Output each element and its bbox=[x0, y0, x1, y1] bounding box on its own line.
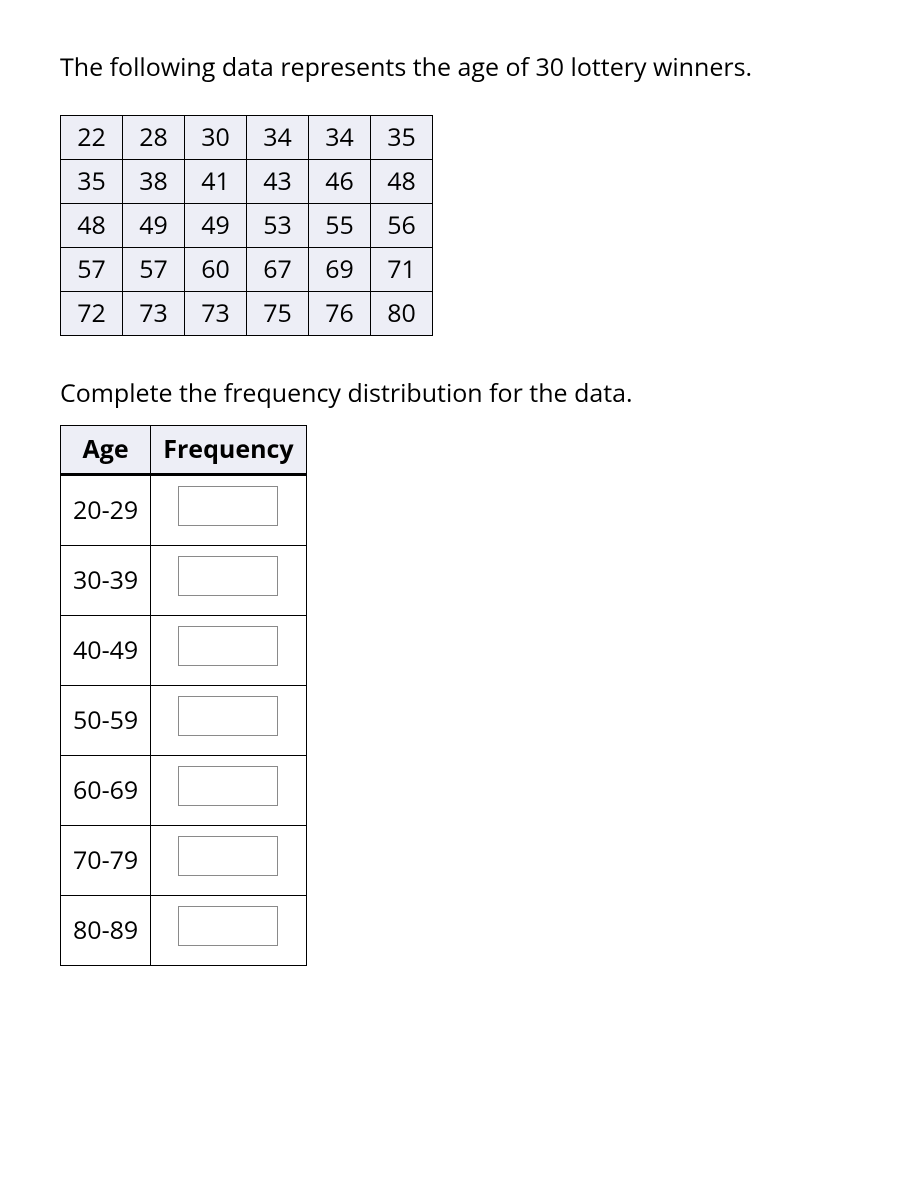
frequency-input[interactable] bbox=[178, 486, 278, 526]
age-range-cell: 30-39 bbox=[61, 546, 151, 616]
table-row: 80-89 bbox=[61, 896, 307, 966]
age-range-cell: 50-59 bbox=[61, 686, 151, 756]
frequency-table: Age Frequency 20-2930-3940-4950-5960-697… bbox=[60, 425, 307, 966]
data-cell: 73 bbox=[123, 292, 185, 336]
data-cell: 38 bbox=[123, 160, 185, 204]
age-range-cell: 70-79 bbox=[61, 826, 151, 896]
data-cell: 55 bbox=[309, 204, 371, 248]
table-row: 222830343435 bbox=[61, 116, 433, 160]
table-row: 727373757680 bbox=[61, 292, 433, 336]
data-cell: 76 bbox=[309, 292, 371, 336]
data-cell: 30 bbox=[185, 116, 247, 160]
table-row: 40-49 bbox=[61, 616, 307, 686]
data-cell: 43 bbox=[247, 160, 309, 204]
frequency-input[interactable] bbox=[178, 906, 278, 946]
data-cell: 80 bbox=[371, 292, 433, 336]
data-cell: 35 bbox=[371, 116, 433, 160]
header-frequency: Frequency bbox=[151, 426, 306, 475]
frequency-input-cell bbox=[151, 826, 306, 896]
age-range-cell: 20-29 bbox=[61, 475, 151, 546]
frequency-input[interactable] bbox=[178, 766, 278, 806]
data-cell: 49 bbox=[123, 204, 185, 248]
data-cell: 72 bbox=[61, 292, 123, 336]
table-row: 60-69 bbox=[61, 756, 307, 826]
frequency-input-cell bbox=[151, 686, 306, 756]
frequency-input-cell bbox=[151, 546, 306, 616]
table-row: 484949535556 bbox=[61, 204, 433, 248]
table-row: 30-39 bbox=[61, 546, 307, 616]
frequency-input-cell bbox=[151, 756, 306, 826]
data-cell: 28 bbox=[123, 116, 185, 160]
frequency-input[interactable] bbox=[178, 626, 278, 666]
data-cell: 73 bbox=[185, 292, 247, 336]
header-age: Age bbox=[61, 426, 151, 475]
frequency-table-body: 20-2930-3940-4950-5960-6970-7980-89 bbox=[61, 475, 307, 966]
data-cell: 75 bbox=[247, 292, 309, 336]
frequency-input-cell bbox=[151, 475, 306, 546]
data-cell: 49 bbox=[185, 204, 247, 248]
data-cell: 57 bbox=[61, 248, 123, 292]
data-cell: 53 bbox=[247, 204, 309, 248]
data-cell: 57 bbox=[123, 248, 185, 292]
table-row: 70-79 bbox=[61, 826, 307, 896]
frequency-input[interactable] bbox=[178, 696, 278, 736]
data-cell: 35 bbox=[61, 160, 123, 204]
age-range-cell: 80-89 bbox=[61, 896, 151, 966]
data-cell: 41 bbox=[185, 160, 247, 204]
frequency-input-cell bbox=[151, 616, 306, 686]
data-cell: 22 bbox=[61, 116, 123, 160]
table-row: 353841434648 bbox=[61, 160, 433, 204]
data-cell: 67 bbox=[247, 248, 309, 292]
data-cell: 34 bbox=[309, 116, 371, 160]
data-cell: 48 bbox=[61, 204, 123, 248]
table-row: 575760676971 bbox=[61, 248, 433, 292]
age-range-cell: 40-49 bbox=[61, 616, 151, 686]
data-cell: 46 bbox=[309, 160, 371, 204]
frequency-input[interactable] bbox=[178, 836, 278, 876]
age-range-cell: 60-69 bbox=[61, 756, 151, 826]
data-cell: 34 bbox=[247, 116, 309, 160]
completion-text: Complete the frequency distribution for … bbox=[60, 376, 855, 411]
data-cell: 48 bbox=[371, 160, 433, 204]
data-table: 2228303434353538414346484849495355565757… bbox=[60, 115, 433, 336]
intro-text: The following data represents the age of… bbox=[60, 50, 855, 85]
data-cell: 69 bbox=[309, 248, 371, 292]
data-table-body: 2228303434353538414346484849495355565757… bbox=[61, 116, 433, 336]
data-cell: 60 bbox=[185, 248, 247, 292]
frequency-input-cell bbox=[151, 896, 306, 966]
table-row: 20-29 bbox=[61, 475, 307, 546]
frequency-input[interactable] bbox=[178, 556, 278, 596]
data-cell: 71 bbox=[371, 248, 433, 292]
data-cell: 56 bbox=[371, 204, 433, 248]
table-row: 50-59 bbox=[61, 686, 307, 756]
